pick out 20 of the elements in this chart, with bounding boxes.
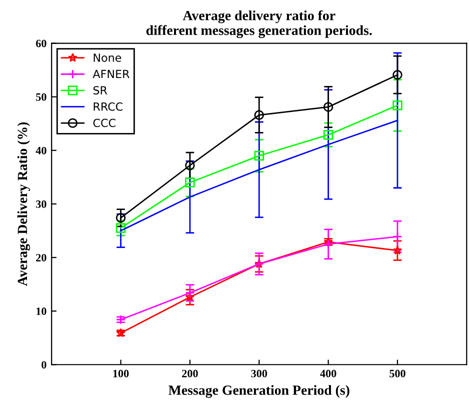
x-tick-label: 400	[320, 370, 336, 378]
chart-title: Average delivery ratio for different messages generation periods.	[146, 10, 372, 38]
legend-label: SR	[93, 86, 108, 94]
x-tick-label: 300	[251, 370, 268, 378]
y-tick-label: 40	[36, 146, 46, 154]
y-tick-label: 10	[36, 308, 46, 316]
y-tick-label: 60	[36, 40, 46, 48]
x-tick-label: 200	[182, 370, 198, 378]
y-tick-label: 50	[36, 93, 46, 101]
y-tick-label: 20	[36, 254, 46, 262]
x-tick-label: 100	[113, 370, 129, 378]
x-tick-label: 500	[390, 370, 406, 378]
y-axis-title: Average Delivery Ratio (%)	[17, 122, 30, 286]
legend-label: RRCC	[94, 102, 122, 111]
y-tick-label: 30	[36, 200, 46, 208]
legend-label: None	[94, 54, 122, 62]
legend-label: CCC	[93, 118, 116, 128]
legend-label: AFNER	[92, 70, 130, 78]
x-axis-title: Message Generation Period (s)	[168, 385, 350, 398]
y-tick-label: 0	[42, 361, 46, 369]
